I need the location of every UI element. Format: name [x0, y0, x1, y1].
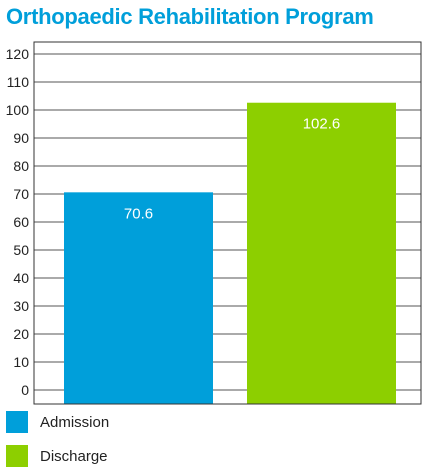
y-tick-label: 0	[21, 382, 29, 398]
bar-admission	[64, 192, 213, 404]
bar-discharge	[247, 102, 396, 404]
y-axis-ticks: 0 10 20 30 40 50 60 70 80 90 100 110 120	[6, 46, 30, 398]
bars	[64, 102, 396, 404]
legend-item-admission: Admission	[6, 410, 109, 434]
y-tick-label: 90	[13, 130, 29, 146]
y-tick-label: 70	[13, 186, 29, 202]
y-tick-label: 40	[13, 270, 29, 286]
legend-swatch-discharge	[6, 445, 28, 467]
legend-swatch-admission	[6, 411, 28, 433]
plot-frame	[33, 41, 422, 405]
y-tick-label: 100	[6, 102, 30, 118]
y-tick-label: 60	[13, 214, 29, 230]
legend-label-admission: Admission	[40, 413, 110, 431]
chart-title: Orthopaedic Rehabilitation Program	[6, 4, 374, 29]
legend-item-discharge: Discharge	[6, 444, 108, 468]
bar-value-label-admission: 70.6	[124, 205, 153, 222]
y-tick-label: 10	[13, 354, 29, 370]
y-tick-label: 30	[13, 298, 29, 314]
bar-value-label-discharge: 102.6	[303, 116, 341, 133]
y-tick-label: 120	[6, 46, 30, 62]
y-tick-label: 20	[13, 326, 29, 342]
y-tick-label: 50	[13, 242, 29, 258]
bar-value-labels: 70.6 102.6	[124, 116, 340, 223]
y-tick-label: 110	[7, 74, 30, 90]
legend-label-discharge: Discharge	[40, 447, 108, 465]
y-tick-label: 80	[13, 158, 29, 174]
